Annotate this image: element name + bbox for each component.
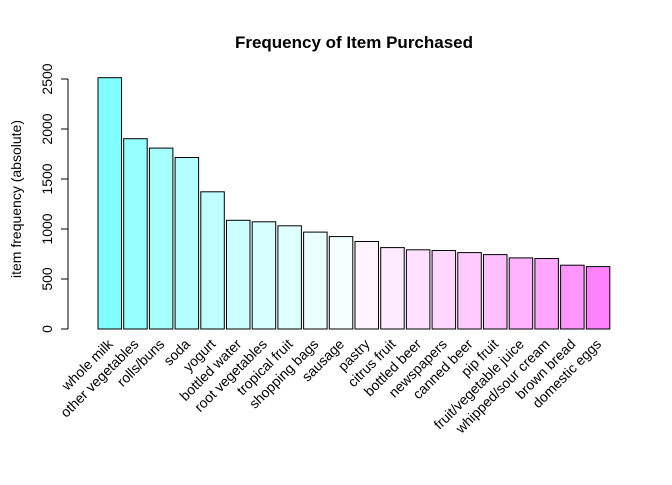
bar [354, 241, 379, 330]
bar [97, 77, 122, 330]
bar [405, 249, 431, 330]
y-tick-label: 0 [39, 325, 55, 333]
bar [303, 231, 328, 330]
y-tick-label: 2500 [39, 63, 55, 94]
bar [200, 191, 225, 330]
bar [123, 138, 148, 330]
y-tick-label: 2000 [39, 113, 55, 144]
bars-group [97, 77, 611, 330]
bar [431, 250, 457, 330]
bar [560, 264, 585, 330]
bar [277, 225, 302, 330]
y-axis-label: item frequency (absolute) [8, 120, 24, 278]
y-tick-label: 1500 [39, 163, 55, 194]
bar [226, 219, 251, 330]
y-tick-label: 1000 [39, 213, 55, 244]
bar [508, 257, 534, 330]
y-axis: 0 500 1000 1500 2000 2500 [39, 63, 69, 333]
bar [457, 252, 482, 330]
y-tick-label: 500 [39, 267, 55, 291]
bar [251, 221, 277, 330]
bar [328, 236, 354, 330]
bar [174, 157, 200, 330]
chart-title: Frequency of Item Purchased [235, 33, 473, 52]
bar [148, 147, 174, 330]
bar [585, 266, 611, 330]
bar [483, 254, 508, 330]
bar [534, 258, 559, 330]
bar [380, 247, 405, 330]
